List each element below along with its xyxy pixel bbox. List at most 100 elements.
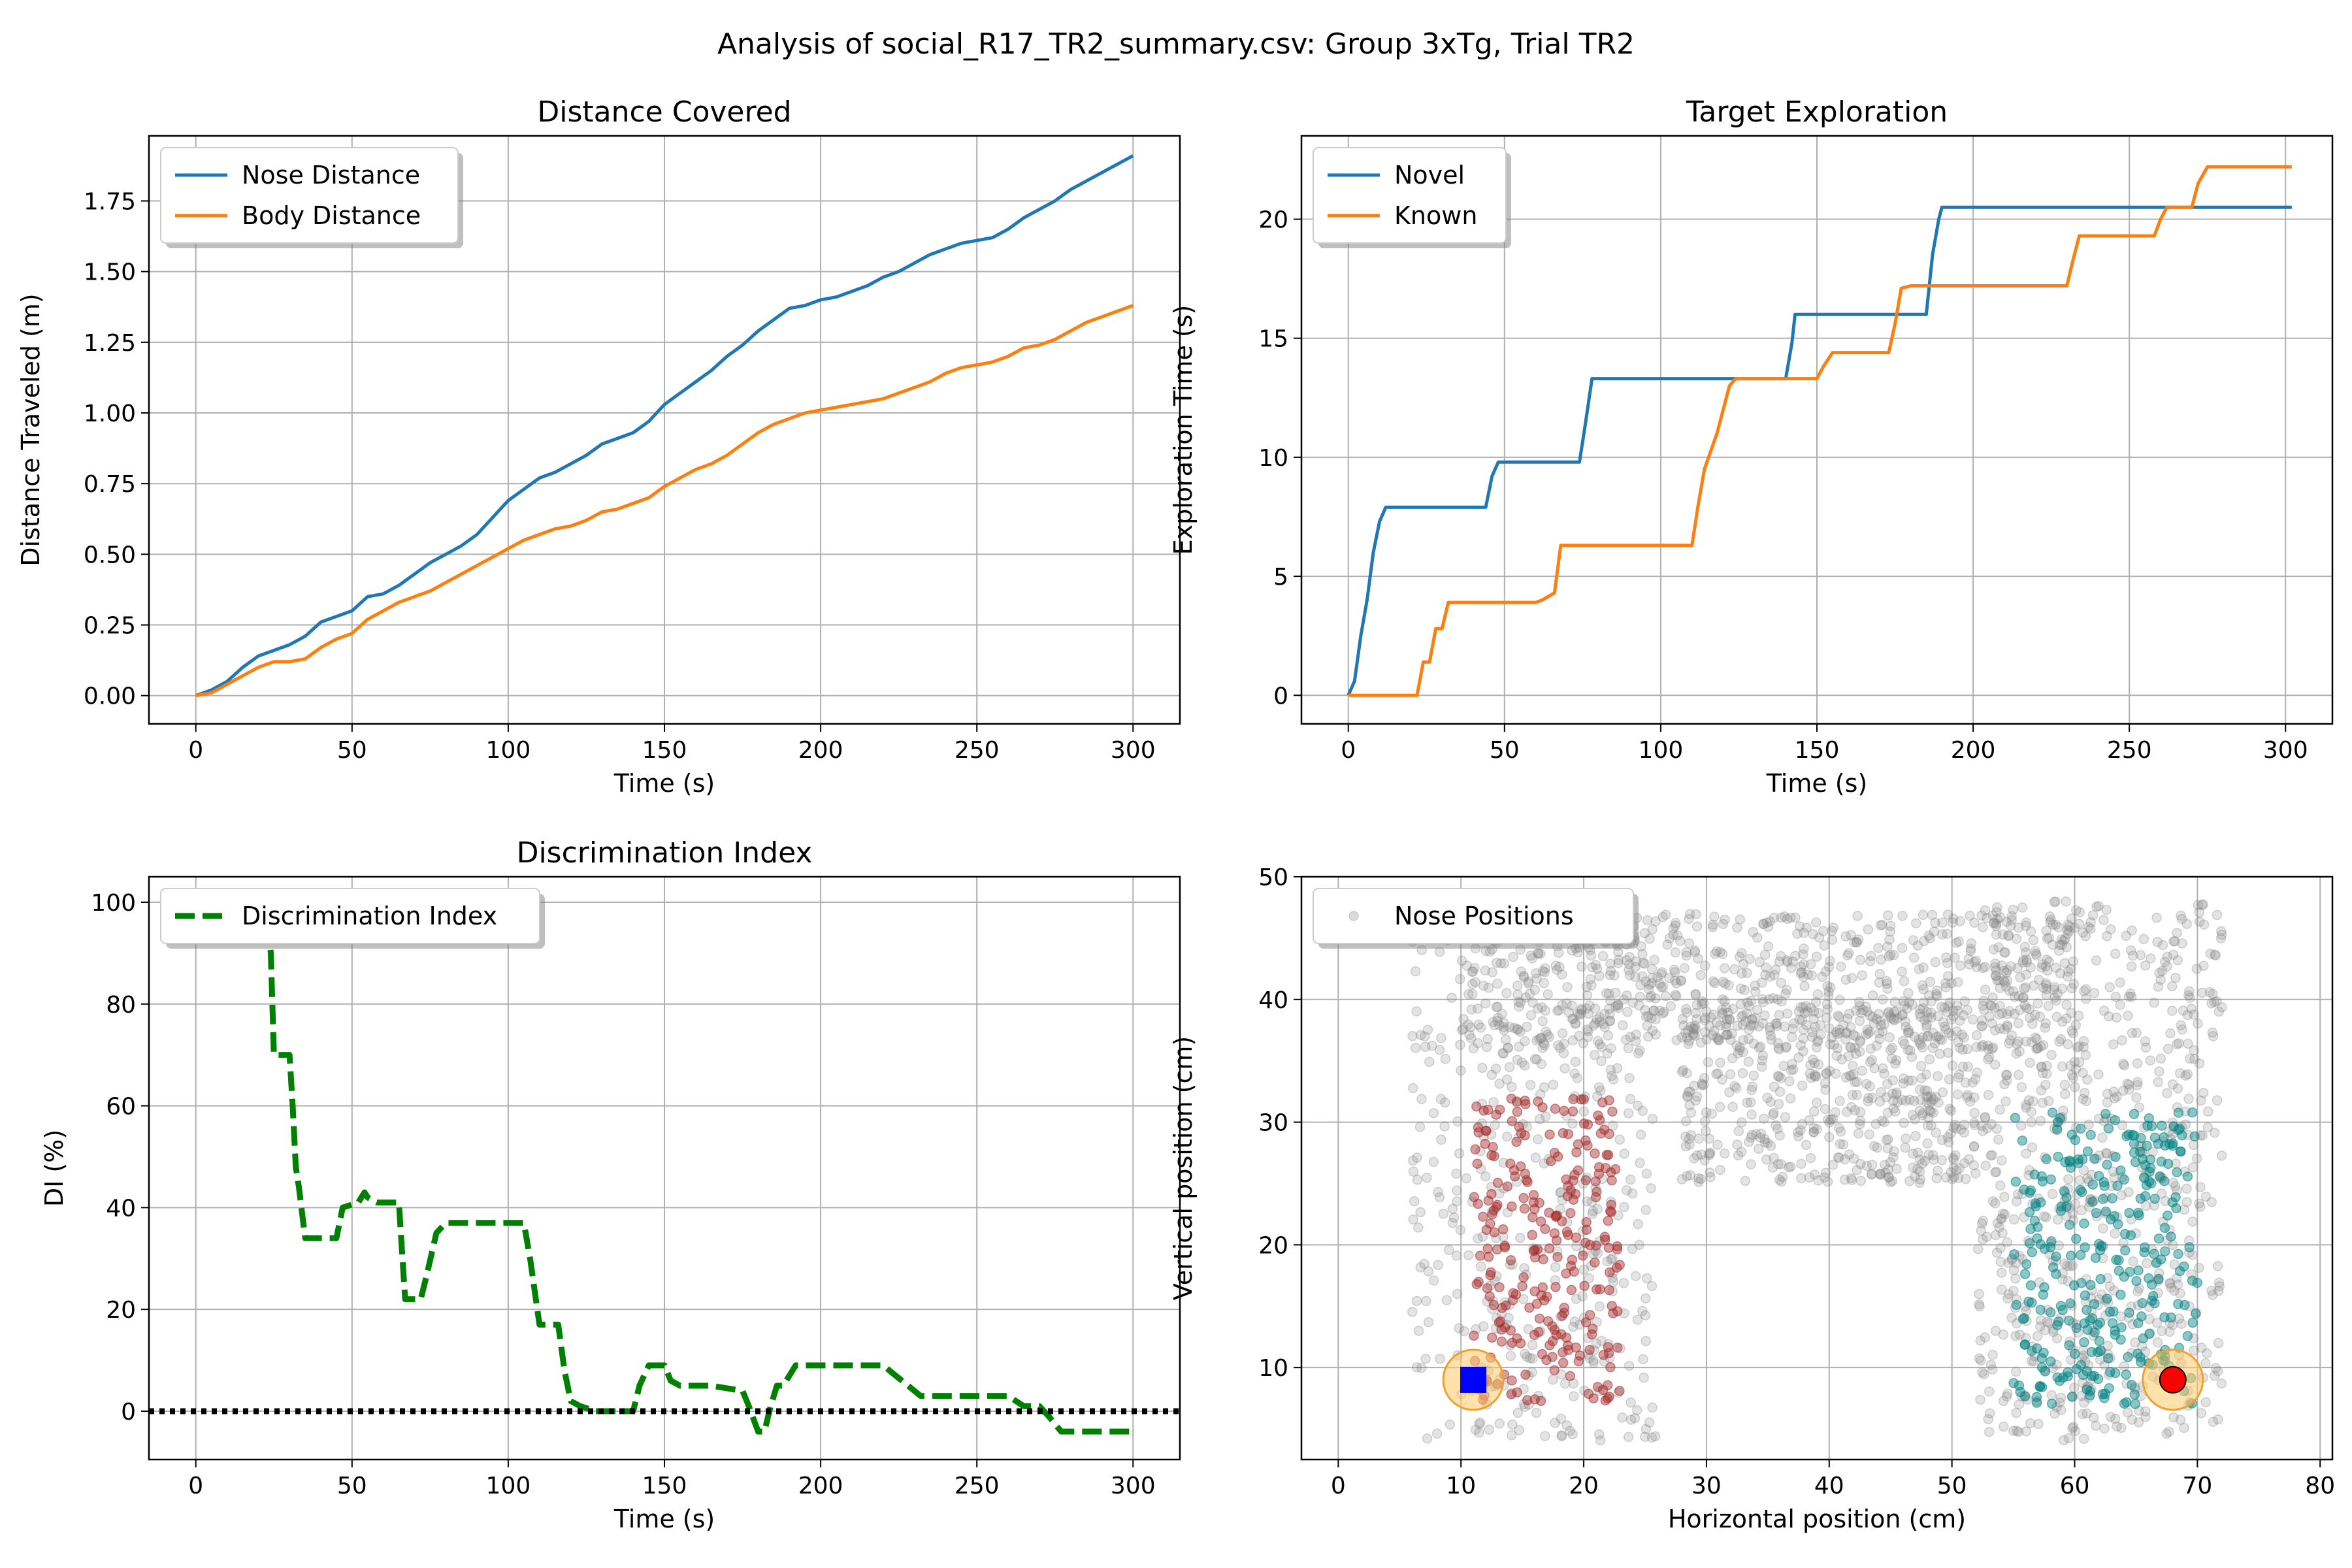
scatter-point [1743,1056,1754,1067]
scatter-point [2110,991,2121,1002]
scatter-point [1552,1252,1563,1262]
scatter-point [1738,1035,1748,1045]
scatter-point [1624,959,1635,970]
scatter-point [1489,1227,1500,1237]
scatter-point [2107,1193,2117,1203]
scatter-point [1635,980,1646,990]
scatter-point [1870,1119,1881,1130]
scatter-point [1834,1024,1845,1035]
scatter-point [1714,1035,1724,1045]
scatter-point [2051,1011,2062,1022]
scatter-point [1627,1188,1638,1199]
scatter-point [1588,1358,1599,1369]
x-tick-label: 250 [955,737,1000,764]
scatter-point [2026,1037,2037,1047]
scatter-point [2025,1187,2035,1198]
scatter-point [1831,1068,1841,1079]
legend-label: Nose Positions [1394,902,1574,930]
scatter-point [2155,1053,2166,1064]
scatter-point [2021,1148,2031,1159]
scatter-point [1942,909,1953,920]
scatter-point [1717,1009,1728,1020]
scatter-point [1606,1043,1616,1054]
scatter-point [1642,1021,1653,1031]
scatter-point [2027,1019,2038,1029]
scatter-point [2021,969,2031,980]
scatter-point [1577,1250,1588,1261]
scatter-point [1974,1299,1985,1310]
scatter-point [2087,1179,2098,1190]
scatter-point [2153,1077,2164,1088]
scatter-point [1467,966,1478,977]
scatter-point [2110,949,2121,959]
scatter-point [1854,1001,1865,1011]
scatter-point [1717,949,1728,960]
scatter-point [1979,1004,1989,1015]
scatter-point [2033,1043,2043,1053]
scatter-point [1907,1109,1918,1120]
scatter-point [2132,1058,2143,1069]
scatter-point [1485,1218,1495,1229]
scatter-point [1774,1175,1785,1185]
scatter-point [2200,1191,2212,1202]
scatter-point [1883,910,1893,921]
scatter-point [1708,976,1719,987]
scatter-point [2063,1433,2074,1444]
scatter-point [1661,990,1671,1002]
scatter-point [1470,977,1480,987]
scatter-point [1863,1096,1873,1107]
scatter-point [1646,1432,1658,1443]
scatter-point [1946,978,1957,988]
scatter-point [1818,926,1829,936]
scatter-point [1808,1127,1819,1137]
scatter-point [2119,1361,2130,1372]
scatter-point [2005,921,2016,931]
scatter-point [1572,1073,1582,1083]
scatter-point [1486,1188,1497,1200]
scatter-point [1987,992,1998,1003]
scatter-point [2024,1237,2035,1249]
scatter-point [1978,962,1988,973]
scatter-point [1438,1208,1449,1219]
scatter-point [2064,1315,2074,1326]
scatter-point [1923,990,1935,1001]
x-tick-label: 250 [2107,737,2152,764]
scatter-point [1539,1082,1550,1092]
scatter-point [1612,1063,1623,1073]
scatter-point [2013,1070,2024,1081]
scatter-point [1875,920,1886,931]
scatter-point [1543,1030,1553,1040]
scatter-point [1985,1000,1996,1011]
scatter-point [1782,985,1792,995]
scatter-point [1978,1000,1988,1011]
scatter-point [1707,922,1718,932]
scatter-point [1596,1056,1607,1066]
scatter-point [1463,1250,1474,1260]
scatter-point [1408,1166,1419,1177]
scatter-point [2030,1032,2040,1043]
scatter-point [1552,964,1562,975]
scatter-point [2085,1279,2096,1290]
scatter-point [2058,1372,2068,1383]
scatter-point [1995,1001,2005,1011]
scatter-point [1570,1019,1581,1029]
scatter-point [1852,937,1862,947]
scatter-point [1875,1169,1886,1180]
scatter-point [1962,1005,1973,1015]
legend-box [1313,147,1507,244]
scatter-point [1744,1000,1754,1011]
scatter-point [1770,964,1781,975]
scatter-point [1794,1014,1805,1025]
y-tick-label: 30 [1258,1110,1288,1137]
scatter-point [1641,1011,1652,1022]
scatter-point [1407,1031,1418,1041]
scatter-point [1535,949,1546,959]
scatter-point [1918,997,1929,1007]
scatter-point [1646,1281,1658,1292]
scatter-point [2062,971,2073,982]
scatter-point [1821,1068,1832,1079]
scatter-point [2066,1250,2076,1261]
scatter-point [1916,1039,1926,1050]
scatter-point [1995,1104,2005,1115]
scatter-point [1852,1077,1862,1087]
